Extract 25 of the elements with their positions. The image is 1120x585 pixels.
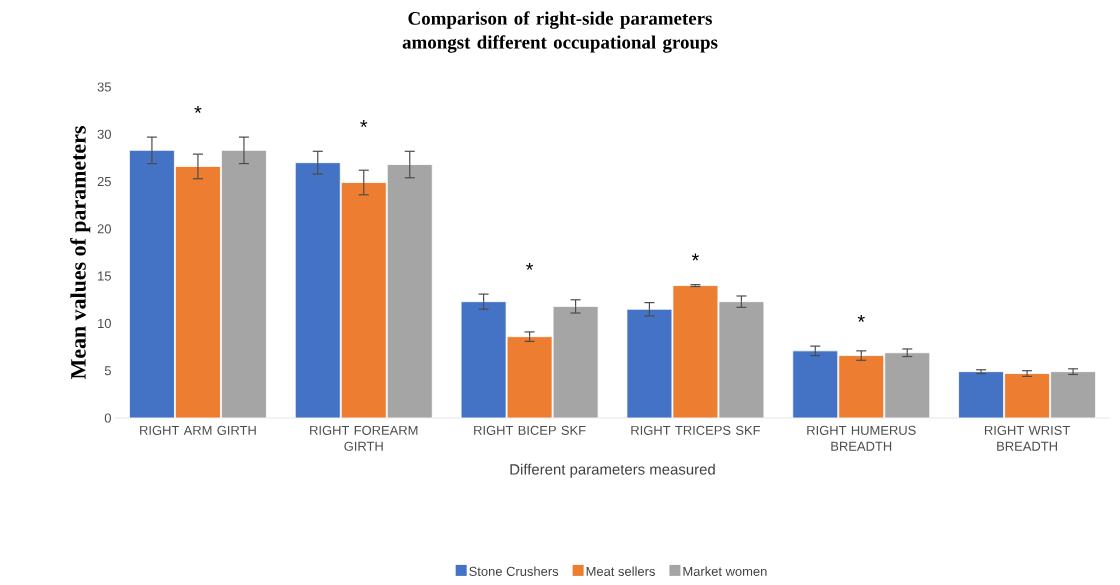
y-tick-label: 10 [98, 318, 111, 328]
annotation: * [360, 120, 368, 128]
y-axis-title: Mean values of parameters [70, 126, 91, 380]
x-tick-label: RIGHT ARM GIRTH [140, 425, 256, 435]
annotation: * [691, 253, 699, 261]
y-tick-label: 30 [97, 129, 111, 139]
y-tick-label: 15 [98, 271, 111, 281]
y-tick-label: 25 [97, 176, 111, 187]
annotation: * [526, 262, 534, 270]
y-tick-label: 0 [104, 413, 111, 423]
y-tick-label: 20 [97, 224, 111, 234]
x-tick-label: RIGHT BICEP SKF [474, 425, 586, 435]
x-tick-label: RIGHT FOREARM GIRTH [310, 425, 418, 451]
x-tick-label: RIGHT TRICEPS SKF [631, 425, 761, 435]
y-tick-label: 35 [97, 82, 111, 92]
x-tick-label: RIGHT WRIST BREADTH [984, 425, 1070, 451]
y-tick-label: 5 [104, 366, 111, 376]
legend-label: Stone Crushers [469, 566, 559, 576]
annotation: * [194, 105, 202, 113]
x-tick-label: RIGHT HUMERUS BREADTH [807, 425, 916, 451]
legend-label: Market women [683, 566, 767, 576]
annotation: * [857, 314, 865, 322]
legend-label: Meat sellers [586, 566, 655, 576]
chart-title: Comparison of right-side parameters amongst different occupational groups [402, 11, 718, 53]
x-axis-title: Different parameters measured [510, 463, 715, 478]
